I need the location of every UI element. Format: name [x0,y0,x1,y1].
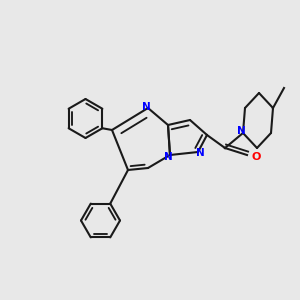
Text: N: N [196,148,205,158]
Text: O: O [251,152,261,161]
Text: N: N [164,152,173,162]
Text: N: N [142,101,151,112]
Text: N: N [237,126,246,136]
